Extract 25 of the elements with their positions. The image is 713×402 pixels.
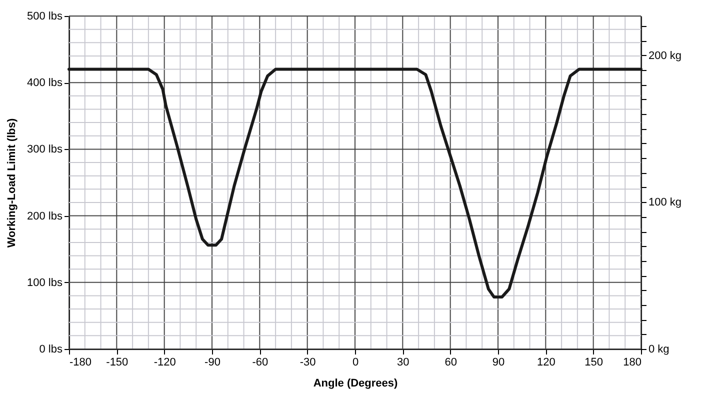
y-tick-label: 400 lbs bbox=[27, 77, 63, 90]
x-tick-label: 0 bbox=[352, 356, 359, 368]
x-tick-label: 30 bbox=[397, 356, 410, 368]
x-tick-label: -30 bbox=[300, 356, 316, 368]
x-axis-title: Angle (Degrees) bbox=[313, 378, 398, 390]
y-tick-label: 200 lbs bbox=[27, 210, 63, 222]
x-tick-label: -120 bbox=[154, 356, 176, 368]
y-tick-label: 500 lbs bbox=[27, 10, 63, 22]
y-tick-label: 300 lbs bbox=[27, 144, 63, 156]
x-tick-label: 90 bbox=[492, 356, 505, 368]
x-tick-label: -60 bbox=[252, 356, 268, 368]
y-tick-label: 0 lbs bbox=[39, 344, 63, 356]
x-tick-label: -90 bbox=[204, 356, 220, 368]
x-tick-label: -180 bbox=[70, 356, 92, 368]
x-tick-label: 60 bbox=[444, 356, 457, 368]
x-tick-label: 120 bbox=[536, 356, 556, 368]
x-tick-label: 180 bbox=[623, 356, 642, 368]
y2-tick-label: 0 kg bbox=[648, 344, 670, 356]
y2-tick-label: 200 kg bbox=[648, 50, 682, 62]
y-tick-label: 100 lbs bbox=[27, 276, 63, 289]
x-tick-label: 150 bbox=[584, 356, 604, 368]
x-tick-label: -150 bbox=[106, 356, 128, 368]
y2-tick-label: 100 kg bbox=[648, 196, 682, 209]
line-series bbox=[68, 68, 642, 299]
y-axis-title: Working-Load Limit (lbs) bbox=[6, 118, 18, 248]
